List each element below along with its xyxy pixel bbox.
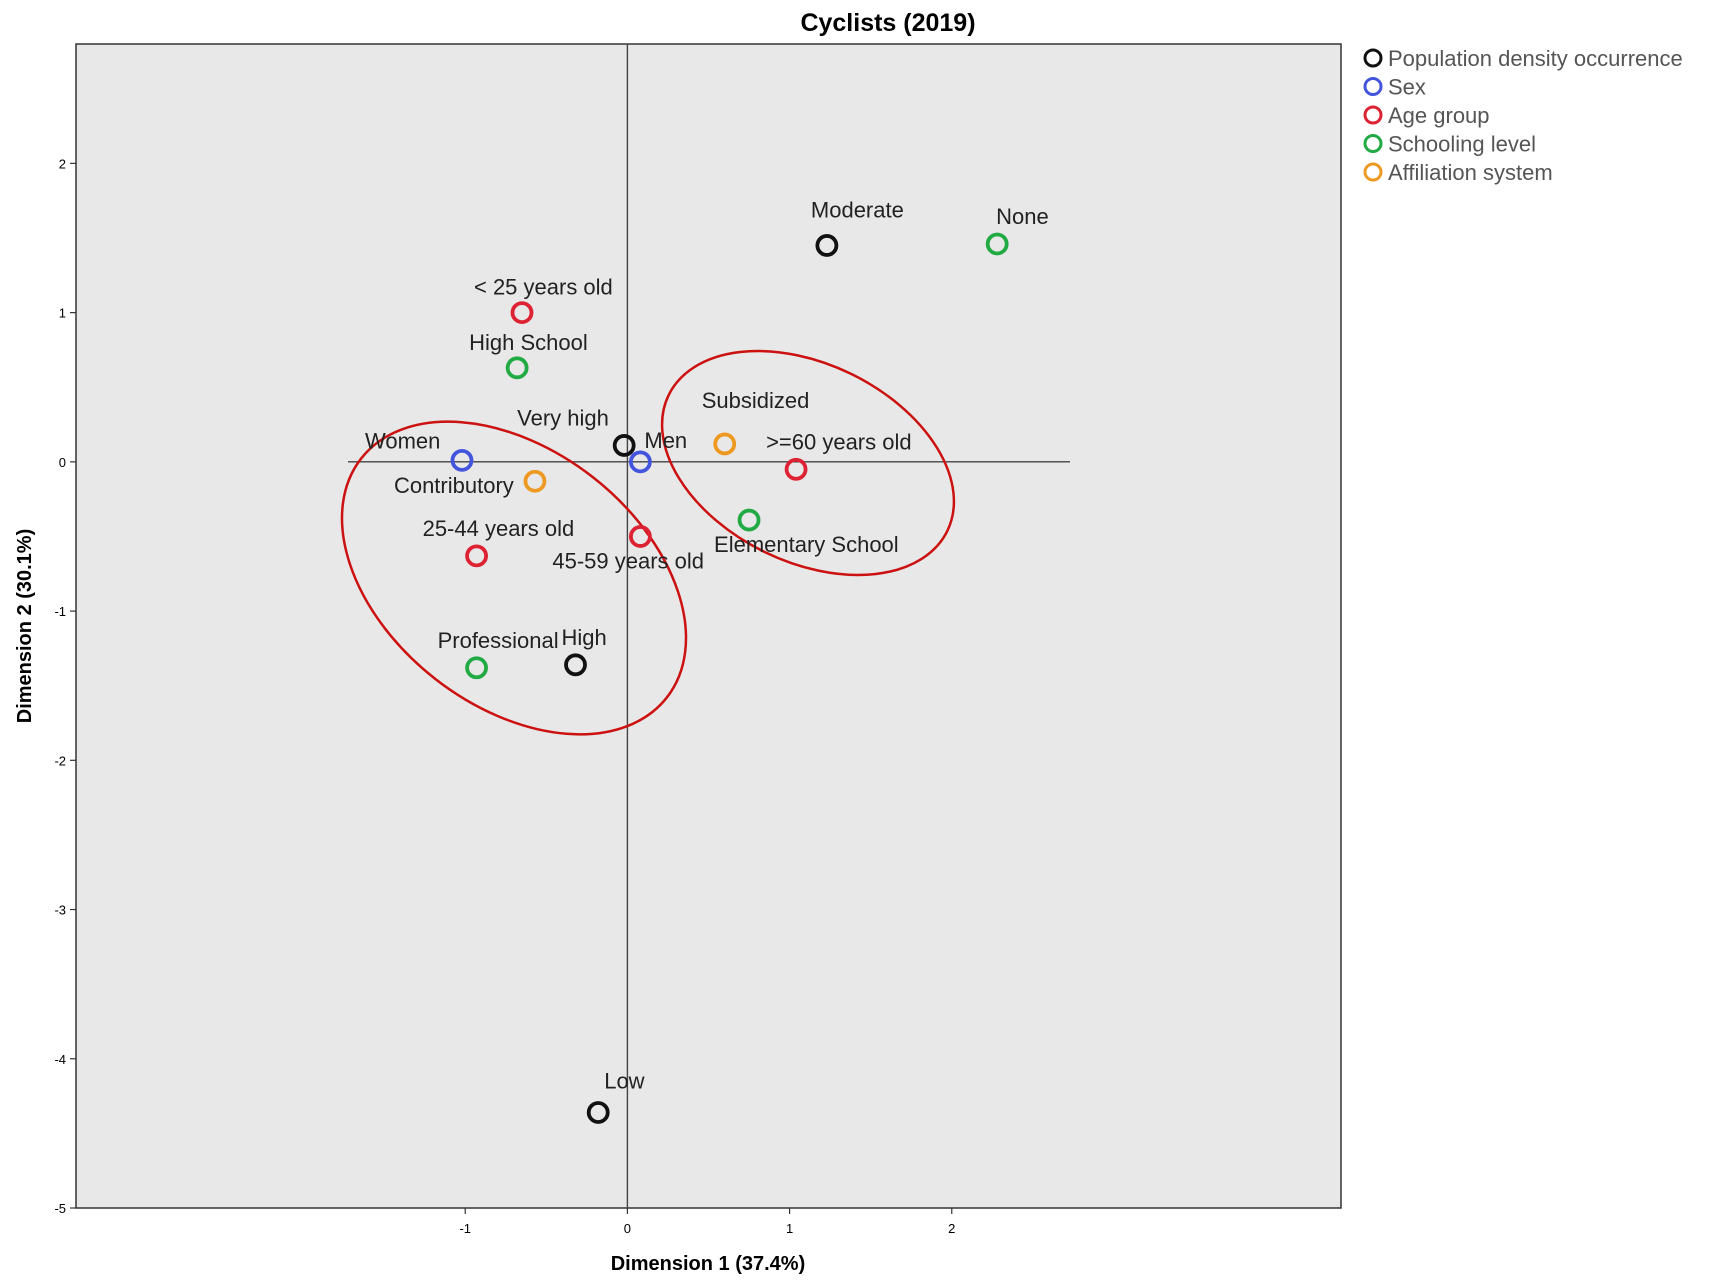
y-tick-label: -1 [54,604,66,619]
legend-label-affiliation-system: Affiliation system [1388,160,1553,185]
point-60-years-old [784,457,808,481]
label-none: None [996,204,1049,229]
legend-marker-population-density-occurrence [1363,48,1383,68]
plot-area [75,43,1342,1209]
cluster-ellipses [340,349,956,736]
label-contributory: Contributory [394,473,514,498]
label-men: Men [644,428,687,453]
y-tick-label: 1 [59,306,66,321]
label-45-59-years-old: 45-59 years old [552,548,704,573]
point-high [564,653,587,677]
point-moderate [815,234,839,257]
cluster-ellipse-left [340,420,688,736]
legend: Population density occurrence Sex Age grou… [1363,46,1683,185]
point-45-59-years-old [628,525,652,548]
label-professional: Professional [438,628,559,653]
reference-lines [348,44,1070,1208]
label-elementary-school: Elementary School [714,532,899,557]
label-25-44-years-old: 25-44 years old [423,516,575,541]
cluster-ellipse-right [660,349,956,577]
point-low [586,1101,610,1124]
legend-label-population-density-occurrence: Population density occurrence [1388,46,1683,71]
x-tick-label: 0 [624,1221,631,1236]
x-tick-label: 2 [948,1221,955,1236]
label-high: High [562,625,607,650]
point-25-44-years-old [465,544,488,568]
legend-label-sex: Sex [1388,75,1426,100]
label-very-high: Very high [517,405,609,430]
y-tick-label: 2 [59,156,66,171]
data-points [450,232,1009,1124]
label-25-years-old: < 25 years old [474,275,613,300]
point-professional [465,656,488,680]
x-tick-label: -1 [459,1221,471,1236]
point-women [450,448,474,472]
y-tick-label: 0 [59,455,66,470]
label-subsidized: Subsidized [702,388,810,413]
x-tick-label: 1 [786,1221,793,1236]
label-moderate: Moderate [811,197,904,222]
y-tick-label: -4 [54,1052,66,1067]
point-none [985,232,1009,256]
point-contributory [523,469,547,493]
point-very-high [612,434,636,457]
chart-title: Cyclists (2019) [800,9,975,37]
point-25-years-old [510,301,534,325]
legend-label-schooling-level: Schooling level [1388,132,1536,157]
point-men [628,450,652,474]
point-subsidized [713,432,737,456]
label-low: Low [604,1068,644,1093]
legend-marker-schooling-level [1363,134,1383,153]
y-tick-label: -5 [54,1201,66,1216]
legend-label-age-group: Age group [1388,103,1490,128]
point-labels: Moderate Very high High Low Women Men < 25 yea… [365,197,1049,1093]
label-60-years-old: >=60 years old [766,429,912,454]
legend-marker-age-group [1363,105,1383,125]
y-axis-ticks: 2 1 0 -1 -2 -3 -4 -5 [54,156,76,1216]
y-axis-title: Dimension 2 (30.1%) [14,529,36,724]
label-high-school: High School [469,330,588,355]
y-tick-label: -3 [54,903,66,918]
legend-marker-affiliation-system [1363,162,1383,182]
y-tick-label: -2 [54,753,66,768]
point-elementary-school [737,508,761,532]
label-women: Women [365,428,440,453]
x-axis-ticks: -1 0 1 2 [459,1208,955,1236]
point-high-school [505,356,529,380]
legend-marker-sex [1363,77,1383,96]
x-axis-title: Dimension 1 (37.4%) [611,1253,806,1275]
